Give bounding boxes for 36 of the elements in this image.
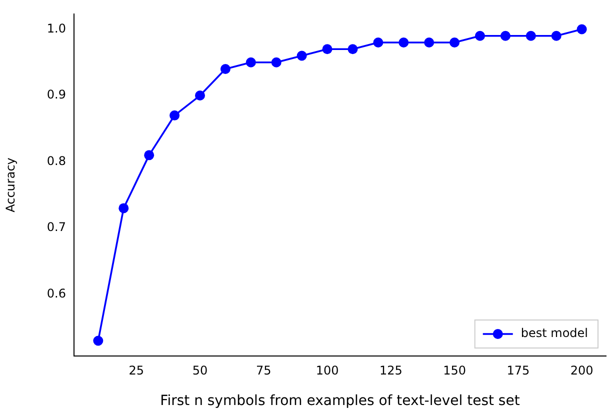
point xyxy=(551,30,562,41)
point xyxy=(144,150,154,160)
x-tick-label: 175 xyxy=(506,363,530,378)
y-tick-label: 0.6 xyxy=(46,286,66,300)
point xyxy=(220,64,230,74)
point xyxy=(526,30,536,41)
x-tick-label: 150 xyxy=(443,363,466,378)
point xyxy=(93,336,104,346)
point xyxy=(373,38,384,48)
y-tick-label: 0.8 xyxy=(46,154,66,168)
x-tick-label: 125 xyxy=(379,363,402,378)
y-tick-label: 0.7 xyxy=(46,220,66,234)
point xyxy=(296,50,307,61)
x-tick-label: 25 xyxy=(128,363,144,378)
point xyxy=(576,24,587,34)
point xyxy=(271,57,282,68)
y-axis-title: Accuracy xyxy=(3,158,18,212)
x-tick-label: 75 xyxy=(256,363,272,378)
point xyxy=(398,38,409,48)
legend-label: best model xyxy=(520,326,588,340)
y-tick-label: 1.0 xyxy=(46,21,66,36)
point xyxy=(246,57,256,68)
x-axis-title: First n symbols from examples of text-level test set xyxy=(160,393,520,410)
point xyxy=(500,30,510,41)
point xyxy=(195,90,205,101)
x-tick-label: 50 xyxy=(192,363,208,378)
x-tick-label: 200 xyxy=(570,363,594,378)
point xyxy=(118,203,129,214)
point xyxy=(348,44,358,54)
point xyxy=(170,110,180,120)
point xyxy=(450,38,460,48)
point xyxy=(424,38,434,48)
point xyxy=(475,30,485,41)
y-tick-label: 0.9 xyxy=(46,88,66,102)
point xyxy=(322,44,332,54)
x-tick-label: 100 xyxy=(316,363,339,378)
